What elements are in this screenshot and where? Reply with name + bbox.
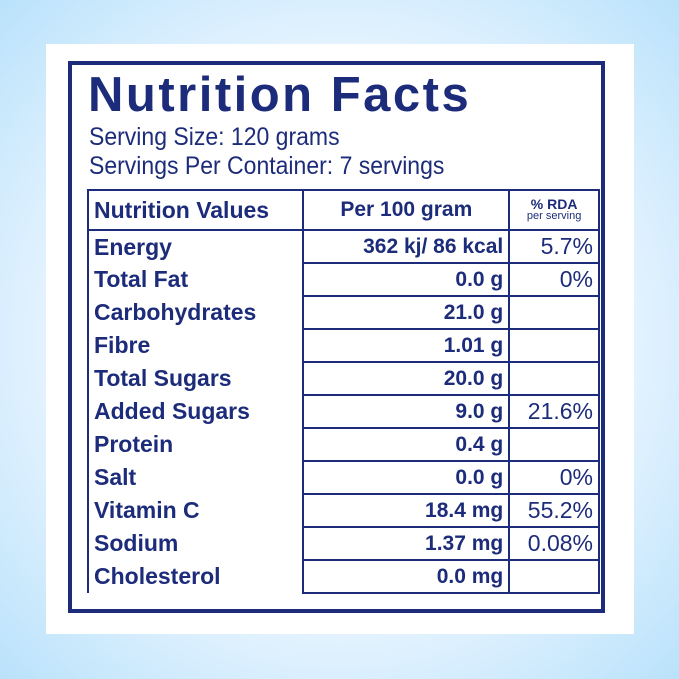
nutrient-rda: 55.2%: [508, 493, 600, 528]
table-row: Added Sugars 9.0 g 21.6%: [86, 394, 600, 429]
nutrient-per-100g: 0.4 g: [302, 427, 511, 462]
nutrient-rda: 0%: [508, 460, 600, 495]
header-per-100-gram: Per 100 gram: [302, 189, 511, 231]
nutrient-name: Cholesterol: [86, 560, 305, 593]
serving-size-text: Serving Size: 120 grams: [89, 123, 340, 151]
nutrient-per-100g: 9.0 g: [302, 394, 511, 429]
header-rda-label: % RDA: [530, 196, 578, 212]
nutrient-per-100g: 21.0 g: [302, 295, 511, 330]
table-row: Vitamin C 18.4 mg 55.2%: [86, 493, 600, 528]
nutrient-per-100g: 20.0 g: [302, 361, 511, 396]
nutrition-label-card: Nutrition Facts Serving Size: 120 grams …: [46, 44, 634, 634]
nutrient-rda: [508, 427, 600, 462]
nutrient-per-100g: 18.4 mg: [302, 493, 511, 528]
servings-per-container-text: Servings Per Container: 7 servings: [89, 152, 445, 180]
nutrient-rda: 0.08%: [508, 526, 600, 561]
table-header-row: Nutrition Values Per 100 gram % RDA per …: [86, 189, 600, 231]
nutrient-name: Salt: [86, 461, 305, 494]
header-rda: % RDA per serving: [508, 189, 600, 231]
nutrient-per-100g: 1.37 mg: [302, 526, 511, 561]
table-row: Total Fat 0.0 g 0%: [86, 262, 600, 297]
table-row: Carbohydrates 21.0 g: [86, 295, 600, 330]
nutrient-name: Total Sugars: [86, 362, 305, 395]
nutrient-rda: [508, 361, 600, 396]
nutrition-table: Nutrition Values Per 100 gram % RDA per …: [86, 189, 600, 594]
nutrient-per-100g: 362 kj/ 86 kcal: [302, 229, 511, 264]
table-row: Cholesterol 0.0 mg: [86, 559, 600, 594]
nutrient-rda: 21.6%: [508, 394, 600, 429]
nutrient-name: Carbohydrates: [86, 296, 305, 329]
nutrient-rda: 5.7%: [508, 229, 600, 264]
nutrient-name: Fibre: [86, 329, 305, 362]
header-nutrition-values: Nutrition Values: [86, 189, 305, 231]
nutrient-per-100g: 0.0 g: [302, 262, 511, 297]
table-row: Protein 0.4 g: [86, 427, 600, 462]
nutrient-rda: [508, 559, 600, 594]
nutrient-name: Vitamin C: [86, 494, 305, 527]
nutrient-name: Energy: [86, 230, 305, 263]
nutrition-facts-panel: Nutrition Facts Serving Size: 120 grams …: [68, 61, 605, 613]
table-row: Sodium 1.37 mg 0.08%: [86, 526, 600, 561]
nutrient-name: Sodium: [86, 527, 305, 560]
header-rda-sublabel: per serving: [526, 210, 582, 222]
table-row: Salt 0.0 g 0%: [86, 460, 600, 495]
nutrient-rda: 0%: [508, 262, 600, 297]
table-row: Fibre 1.01 g: [86, 328, 600, 363]
nutrient-name: Protein: [86, 428, 305, 461]
nutrient-per-100g: 1.01 g: [302, 328, 511, 363]
nutrient-per-100g: 0.0 g: [302, 460, 511, 495]
nutrient-rda: [508, 295, 600, 330]
nutrient-name: Total Fat: [86, 263, 305, 296]
nutrient-name: Added Sugars: [86, 395, 305, 428]
nutrient-per-100g: 0.0 mg: [302, 559, 511, 594]
table-row: Energy 362 kj/ 86 kcal 5.7%: [86, 229, 600, 264]
table-row: Total Sugars 20.0 g: [86, 361, 600, 396]
nutrient-rda: [508, 328, 600, 363]
nutrition-facts-title: Nutrition Facts: [88, 68, 472, 122]
